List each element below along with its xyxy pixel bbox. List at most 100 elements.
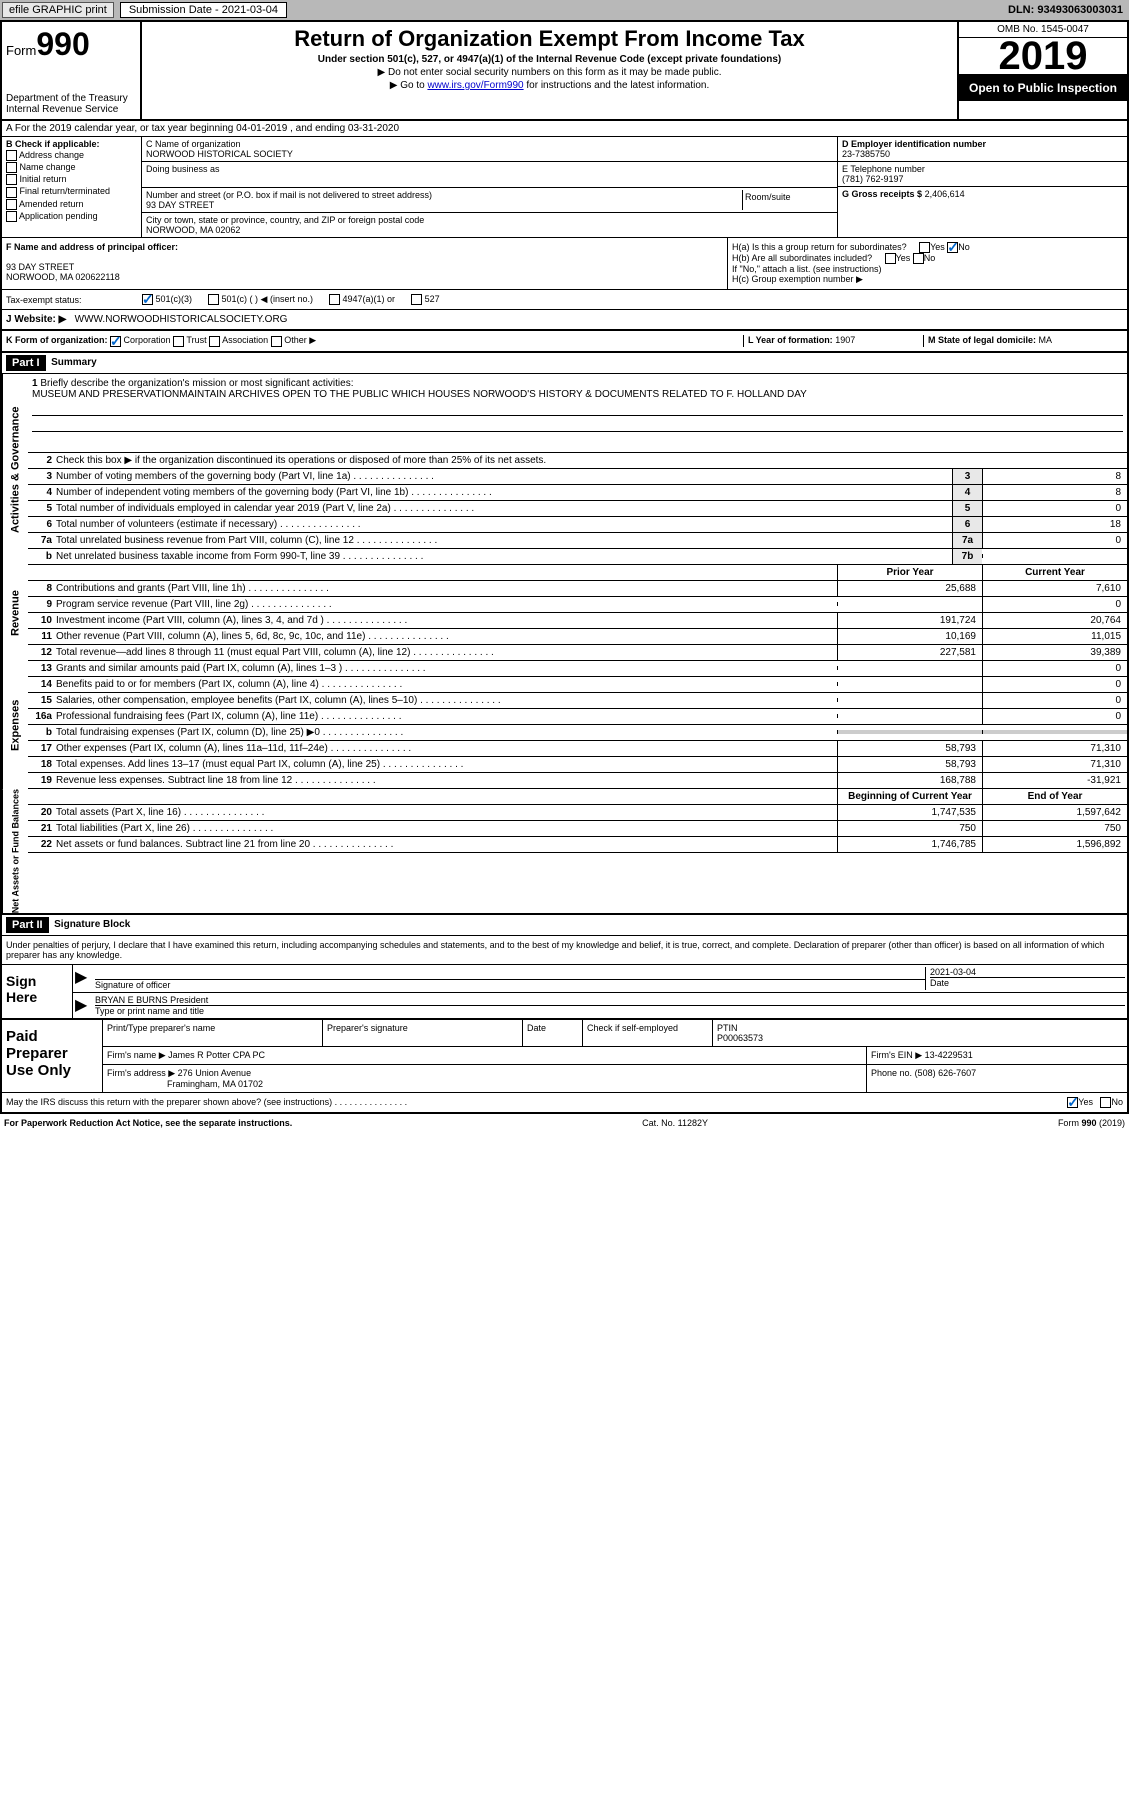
sig-date-value: 2021-03-04 xyxy=(930,967,976,977)
ein-label2: Firm's EIN ▶ xyxy=(871,1050,922,1060)
table-row: 5Total number of individuals employed in… xyxy=(28,501,1127,517)
k-label: K Form of organization: xyxy=(6,335,108,345)
phone-label: E Telephone number xyxy=(842,164,1123,174)
form-note1: ▶ Do not enter social security numbers o… xyxy=(146,67,953,78)
efile-print-button[interactable]: efile GRAPHIC print xyxy=(2,2,114,18)
form-note2: ▶ Go to www.irs.gov/Form990 for instruct… xyxy=(146,80,953,91)
hc-label: H(c) Group exemption number ▶ xyxy=(732,274,1123,285)
dba-label: Doing business as xyxy=(146,164,833,174)
penalty-text: Under penalties of perjury, I declare th… xyxy=(2,936,1127,964)
paid-label: Paid Preparer Use Only xyxy=(2,1020,102,1092)
table-row: 21Total liabilities (Part X, line 26)750… xyxy=(28,821,1127,837)
side-revenue: Revenue xyxy=(2,565,28,661)
table-row: 3Number of voting members of the governi… xyxy=(28,469,1127,485)
name-label: Type or print name and title xyxy=(95,1005,1125,1016)
check-501c[interactable] xyxy=(208,294,219,305)
table-row: 7aTotal unrelated business revenue from … xyxy=(28,533,1127,549)
paid-preparer-block: Paid Preparer Use Only Print/Type prepar… xyxy=(2,1018,1127,1092)
table-row: 6Total number of volunteers (estimate if… xyxy=(28,517,1127,533)
street-address: 93 DAY STREET xyxy=(146,200,742,210)
table-row: 11Other revenue (Part VIII, column (A), … xyxy=(28,629,1127,645)
section-a: A For the 2019 calendar year, or tax yea… xyxy=(2,121,1127,137)
firm-addr2: Framingham, MA 01702 xyxy=(167,1079,263,1089)
submission-date: Submission Date - 2021-03-04 xyxy=(120,2,287,18)
check-other[interactable] xyxy=(271,336,282,347)
check-yes-discuss[interactable] xyxy=(1067,1097,1078,1108)
prep-name-label: Print/Type preparer's name xyxy=(103,1020,323,1046)
website-label: J Website: ▶ xyxy=(6,314,66,325)
cat-no: Cat. No. 11282Y xyxy=(642,1118,708,1128)
part1-header-row: Part I Summary xyxy=(2,353,1127,374)
part2-badge: Part II xyxy=(6,917,49,933)
table-row: bTotal fundraising expenses (Part IX, co… xyxy=(28,725,1127,741)
q1-text: MUSEUM AND PRESERVATIONMAINTAIN ARCHIVES… xyxy=(32,389,807,400)
officer-addr1: 93 DAY STREET xyxy=(6,262,74,272)
table-row: 9Program service revenue (Part VIII, lin… xyxy=(28,597,1127,613)
check-pending[interactable]: Application pending xyxy=(6,211,137,222)
sig-date-label: Date xyxy=(930,977,1125,988)
domicile-state: MA xyxy=(1039,335,1053,345)
table-row: 15Salaries, other compensation, employee… xyxy=(28,693,1127,709)
boxes-deg: D Employer identification number 23-7385… xyxy=(837,137,1127,237)
table-row: 13Grants and similar amounts paid (Part … xyxy=(28,661,1127,677)
form-number: Form990 xyxy=(6,26,136,63)
check-amended[interactable]: Amended return xyxy=(6,199,137,210)
firm-label: Firm's name ▶ xyxy=(107,1050,166,1060)
discuss-row: May the IRS discuss this return with the… xyxy=(2,1092,1127,1112)
check-501c3[interactable] xyxy=(142,294,153,305)
box-h: H(a) Is this a group return for subordin… xyxy=(727,238,1127,289)
q2-label: Check this box ▶ if the organization dis… xyxy=(56,453,1127,468)
ha-label: H(a) Is this a group return for subordin… xyxy=(732,242,907,252)
prep-sig-label: Preparer's signature xyxy=(323,1020,523,1046)
inspection-label: Open to Public Inspection xyxy=(959,75,1127,101)
table-row: 19Revenue less expenses. Subtract line 1… xyxy=(28,773,1127,789)
table-row: 12Total revenue—add lines 8 through 11 (… xyxy=(28,645,1127,661)
hb-label: H(b) Are all subordinates included? xyxy=(732,253,872,263)
check-address[interactable]: Address change xyxy=(6,150,137,161)
begin-year-header: Beginning of Current Year xyxy=(837,789,982,804)
check-name[interactable]: Name change xyxy=(6,162,137,173)
check-corp[interactable] xyxy=(110,336,121,347)
te-label: Tax-exempt status: xyxy=(6,295,126,305)
firm-addr-label: Firm's address ▶ xyxy=(107,1068,175,1078)
check-4947[interactable] xyxy=(329,294,340,305)
check-trust[interactable] xyxy=(173,336,184,347)
check-527[interactable] xyxy=(411,294,422,305)
table-row: 4Number of independent voting members of… xyxy=(28,485,1127,501)
check-final[interactable]: Final return/terminated xyxy=(6,186,137,197)
check-self-employed[interactable]: Check if self-employed xyxy=(587,1023,678,1033)
firm-phone-label: Phone no. xyxy=(871,1068,912,1078)
check-assoc[interactable] xyxy=(209,336,220,347)
table-row: bNet unrelated business taxable income f… xyxy=(28,549,1127,565)
part2-header-row: Part II Signature Block xyxy=(2,915,1127,936)
sig-officer-label: Signature of officer xyxy=(95,979,925,990)
addr-label: Number and street (or P.O. box if mail i… xyxy=(146,190,742,200)
check-no-discuss[interactable] xyxy=(1100,1097,1111,1108)
tax-exempt-row: Tax-exempt status: 501(c)(3) 501(c) ( ) … xyxy=(2,290,1127,310)
netassets-section: Net Assets or Fund Balances Beginning of… xyxy=(2,789,1127,915)
gross-value: 2,406,614 xyxy=(925,189,965,199)
discuss-label: May the IRS discuss this return with the… xyxy=(6,1097,407,1108)
irs-link[interactable]: www.irs.gov/Form990 xyxy=(427,80,523,91)
l-label: L Year of formation: xyxy=(748,335,833,345)
current-year-header: Current Year xyxy=(982,565,1127,580)
table-row: 22Net assets or fund balances. Subtract … xyxy=(28,837,1127,853)
ein-value: 23-7385750 xyxy=(842,149,890,159)
org-name-label: C Name of organization xyxy=(146,139,833,149)
ein-label: D Employer identification number xyxy=(842,139,986,149)
org-name: NORWOOD HISTORICAL SOCIETY xyxy=(146,149,833,159)
check-initial[interactable]: Initial return xyxy=(6,174,137,185)
table-row: 10Investment income (Part VIII, column (… xyxy=(28,613,1127,629)
box-b-label: B Check if applicable: xyxy=(6,139,100,149)
q1-label: Briefly describe the organization's miss… xyxy=(40,378,353,389)
part2-title: Signature Block xyxy=(54,919,130,930)
dept-label: Department of the Treasury Internal Reve… xyxy=(6,93,136,115)
governance-section: Activities & Governance 1 Briefly descri… xyxy=(2,374,1127,565)
prior-year-header: Prior Year xyxy=(837,565,982,580)
firm-value: James R Potter CPA PC xyxy=(168,1050,265,1060)
m-label: M State of legal domicile: xyxy=(928,335,1036,345)
officer-name: BRYAN E BURNS President xyxy=(95,995,208,1005)
form-ref: Form 990 (2019) xyxy=(1058,1118,1125,1128)
firm-phone-value: (508) 626-7607 xyxy=(915,1068,977,1078)
revenue-section: Revenue Prior YearCurrent Year 8Contribu… xyxy=(2,565,1127,661)
